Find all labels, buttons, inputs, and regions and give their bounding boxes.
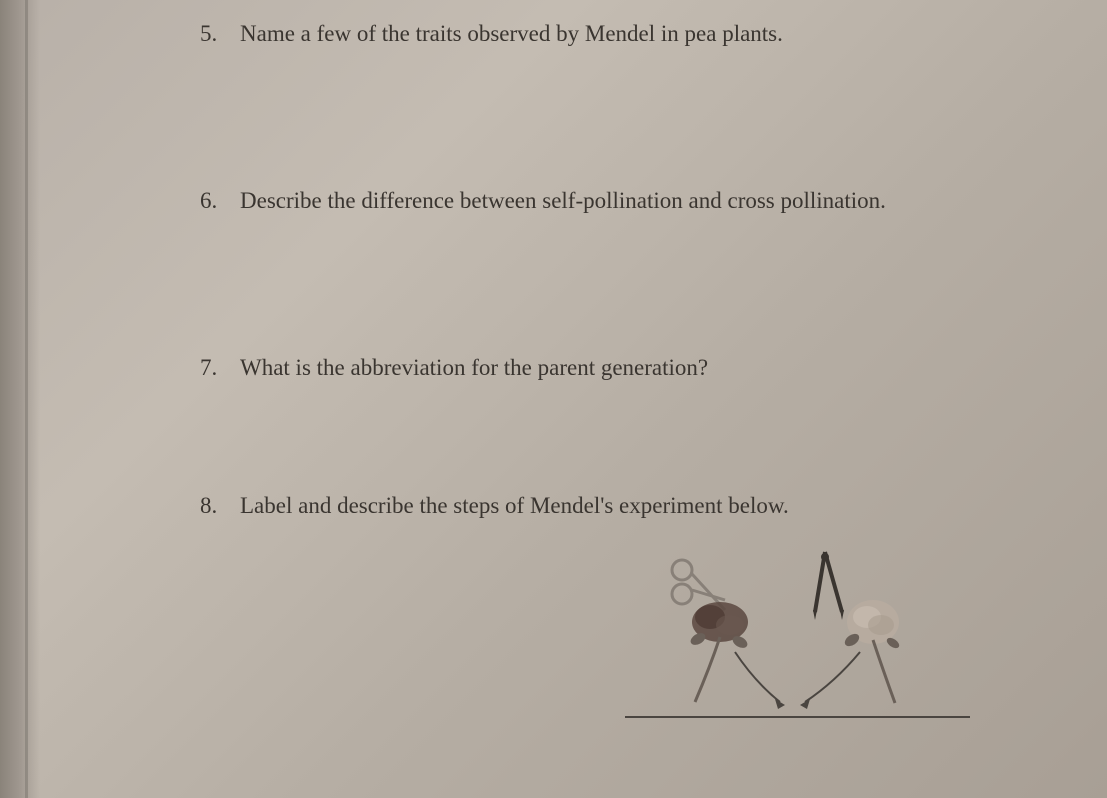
mendel-experiment-illustration [580, 547, 980, 727]
arrow-left [735, 652, 785, 709]
arrow-right [800, 652, 860, 709]
worksheet-page: 5. Name a few of the traits observed by … [0, 0, 1107, 747]
flower-left [689, 602, 750, 702]
question-6: 6. Describe the difference between self-… [200, 185, 1017, 217]
question-7: 7. What is the abbreviation for the pare… [200, 352, 1017, 384]
question-5: 5. Name a few of the traits observed by … [200, 18, 1017, 50]
question-text: Describe the difference between self-pol… [240, 185, 886, 217]
question-number: 7. [200, 355, 228, 381]
brush-icon [813, 552, 844, 620]
question-text: Name a few of the traits observed by Men… [240, 18, 783, 50]
question-number: 5. [200, 21, 228, 47]
question-text: What is the abbreviation for the parent … [240, 352, 708, 384]
question-number: 8. [200, 493, 228, 519]
question-number: 6. [200, 188, 228, 214]
flower-right [843, 600, 901, 703]
question-8: 8. Label and describe the steps of Mende… [200, 490, 1017, 727]
question-text: Label and describe the steps of Mendel's… [240, 490, 789, 522]
experiment-diagram-svg [580, 547, 980, 727]
